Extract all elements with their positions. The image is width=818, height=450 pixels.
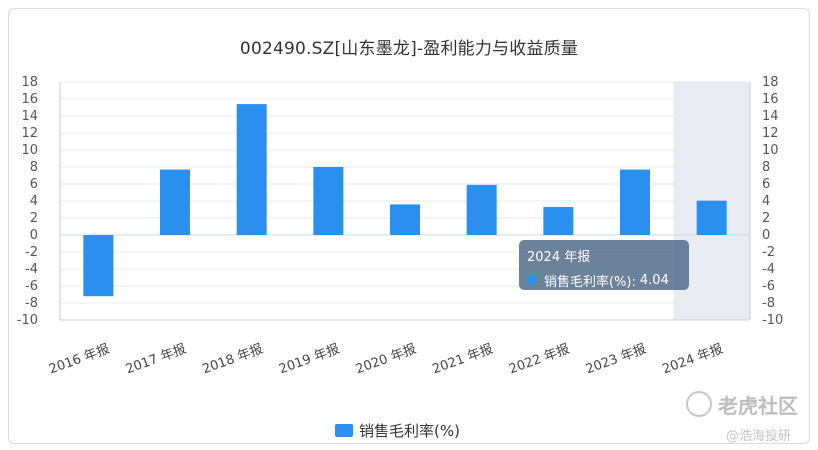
tooltip-title: 2024 年报 [527,250,591,265]
y-tick-label-left: -6 [25,279,38,294]
y-tick-label-right: -10 [762,313,783,328]
bar [83,235,114,297]
y-tick-label-left: -2 [25,245,38,260]
x-tick-label: 2019 年报 [277,342,342,378]
tooltip-series-label: 销售毛利率(%): [544,275,636,290]
bar [313,167,344,235]
y-tick-label-right: 18 [762,75,779,90]
bar [236,104,267,235]
y-tick-label-right: 12 [762,126,779,141]
y-tick-label-left: 14 [21,109,38,124]
y-tick-label-right: -6 [762,279,775,294]
chart-tooltip: 2024 年报 销售毛利率(%): 4.04 [519,240,689,290]
y-tick-label-left: -4 [25,262,38,277]
watermark-handle: @浩海投研 [726,429,792,444]
y-tick-label-right: 8 [762,160,770,175]
y-tick-label-right: -2 [762,245,775,260]
x-tick-label: 2022 年报 [507,342,572,378]
y-tick-label-left: 18 [21,75,38,90]
bar [696,200,727,235]
legend-swatch [335,424,353,437]
tooltip-series-marker [527,276,536,285]
y-tick-label-right: 0 [762,228,770,243]
x-tick-label: 2023 年报 [584,342,649,378]
y-tick-label-right: -4 [762,262,775,277]
y-tick-label-left: 16 [21,92,38,107]
bar [466,184,497,235]
watermark-brand: 老虎社区 [686,390,798,419]
y-tick-label-right: 16 [762,92,779,107]
y-tick-label-left: 8 [30,160,38,175]
y-tick-label-left: 4 [30,194,38,209]
bar [543,206,574,235]
y-tick-label-right: 2 [762,211,770,226]
y-tick-label-left: 6 [30,177,38,192]
x-tick-label: 2020 年报 [354,342,419,378]
y-tick-label-left: -10 [17,313,38,328]
legend-label: 销售毛利率(%) [359,422,460,440]
tooltip-value: 4.04 [639,273,669,288]
y-tick-label-left: -8 [25,296,38,311]
bar [390,204,420,235]
y-tick-label-left: 2 [30,211,38,226]
x-tick-label: 2017 年报 [124,342,189,378]
x-tick-label: 2016 年报 [47,342,112,378]
x-tick-label: 2024 年报 [660,342,725,378]
y-tick-label-right: 10 [762,143,779,158]
y-tick-label-left: 10 [21,143,38,158]
bar [160,169,190,235]
watermark-brand-text: 老虎社区 [718,394,798,418]
brand-logo-icon [686,391,712,417]
x-tick-label: 2018 年报 [200,342,265,378]
bar [620,169,650,235]
chart-legend[interactable]: 销售毛利率(%) [335,420,460,441]
y-tick-label-left: 12 [21,126,38,141]
x-tick-label: 2021 年报 [430,342,495,378]
y-tick-label-right: 6 [762,177,770,192]
y-tick-label-right: -8 [762,296,775,311]
chart-title: 002490.SZ[山东墨龙]-盈利能力与收益质量 [239,39,579,59]
y-tick-label-right: 4 [762,194,770,209]
y-tick-label-right: 14 [762,109,779,124]
y-tick-label-left: 0 [30,228,38,243]
